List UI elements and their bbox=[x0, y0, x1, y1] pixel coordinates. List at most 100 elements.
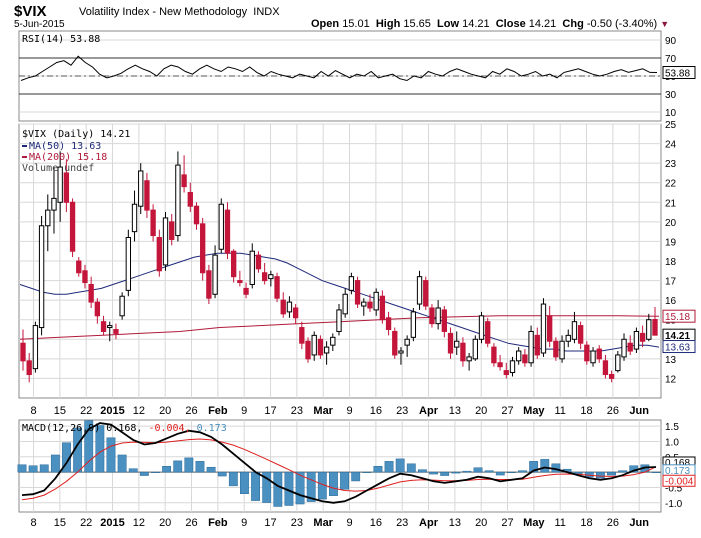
candle-body bbox=[485, 321, 491, 344]
x-tick-label: 12 bbox=[133, 405, 145, 417]
ma200-legend: MA(200) 15.18 bbox=[29, 152, 107, 163]
candle-body bbox=[45, 209, 51, 227]
macd-hist-bar bbox=[228, 471, 238, 487]
macd-hist-bar bbox=[50, 454, 60, 473]
x-tick-label: 23 bbox=[291, 517, 303, 529]
candle-body bbox=[528, 330, 534, 364]
x-tick-label: 13 bbox=[449, 405, 461, 417]
macd-hist-bar bbox=[340, 471, 349, 490]
candle-body bbox=[429, 307, 435, 325]
macd-hist-bar bbox=[462, 470, 472, 473]
macd-hist-bar bbox=[162, 465, 172, 473]
candle-body bbox=[138, 170, 144, 207]
candle-body bbox=[621, 338, 627, 358]
candle-body bbox=[503, 370, 509, 376]
candle-body bbox=[100, 321, 107, 332]
candle-body bbox=[602, 360, 609, 376]
candle-body bbox=[639, 332, 646, 342]
close-value: 14.21 bbox=[528, 18, 557, 30]
x-tick-label: 27 bbox=[501, 517, 513, 529]
macd-hist-bar bbox=[139, 471, 149, 476]
x-tick-label: 26 bbox=[607, 405, 619, 417]
candle-body bbox=[354, 280, 361, 305]
price-tick-label: 20 bbox=[665, 218, 677, 229]
x-tick-label: 26 bbox=[607, 517, 619, 529]
price-tick-label: 22 bbox=[665, 179, 677, 190]
macd-hist-bar bbox=[573, 471, 583, 474]
price-legend-main: $VIX (Daily) 14.21 bbox=[22, 129, 130, 140]
macd-hist-bar bbox=[251, 471, 261, 501]
price-flag-box bbox=[662, 340, 696, 354]
candle-body bbox=[125, 237, 132, 291]
macd-hist-bar bbox=[518, 470, 527, 473]
candle-body bbox=[342, 293, 348, 315]
candle-body bbox=[299, 327, 305, 344]
x-tick-label: 15 bbox=[54, 405, 66, 417]
candle-body bbox=[317, 338, 324, 356]
macd-signal-line bbox=[21, 438, 657, 501]
macd-hist-bar bbox=[607, 471, 616, 476]
macd-hist-bar bbox=[506, 471, 516, 473]
price-tick-label: 16 bbox=[665, 296, 677, 307]
chg-value: -0.50 (-3.40%) bbox=[586, 18, 658, 30]
candle-body bbox=[361, 301, 367, 307]
candle-body bbox=[367, 301, 373, 309]
candle-body bbox=[608, 374, 615, 379]
price-tick-label: 25 bbox=[665, 120, 677, 131]
volume-legend: Volume undef bbox=[22, 163, 94, 174]
x-tick-label: 18 bbox=[580, 405, 592, 417]
macd-hist-bar bbox=[173, 460, 183, 473]
price-tick-label: 18 bbox=[665, 257, 677, 268]
x-tick-label: 27 bbox=[501, 405, 513, 417]
macd-hist-bar bbox=[151, 471, 160, 473]
macd-hist-bar bbox=[473, 467, 483, 473]
candle-body bbox=[88, 283, 94, 303]
x-tick-label: 26 bbox=[185, 405, 197, 417]
candle-body bbox=[652, 319, 658, 336]
price-flag-box bbox=[662, 309, 696, 323]
macd-hist-bar bbox=[295, 471, 305, 505]
macd-hist-bar bbox=[17, 464, 27, 473]
candle-body bbox=[584, 344, 590, 362]
candle-body bbox=[472, 338, 478, 360]
price-flag-label: 14.21 bbox=[665, 331, 690, 342]
candle-body bbox=[323, 346, 330, 354]
rsi-last-value: 53.88 bbox=[665, 69, 690, 80]
macd-hist-bar bbox=[484, 470, 494, 473]
macd-line bbox=[21, 422, 657, 504]
candle-body bbox=[435, 307, 441, 325]
macd-legend-part: 0.173 bbox=[197, 423, 227, 434]
candle-body bbox=[107, 325, 113, 329]
macd-hist-bar bbox=[418, 469, 427, 473]
candle-body bbox=[274, 276, 280, 299]
candle-body bbox=[38, 225, 45, 329]
macd-hist-bar bbox=[451, 471, 461, 474]
price-panel: 2524232221201918171615141312$VIX (Daily)… bbox=[18, 120, 696, 399]
close-label: Close bbox=[495, 18, 526, 30]
candle-body bbox=[646, 319, 652, 340]
low-value: 14.21 bbox=[462, 18, 490, 30]
macd-hist-bar bbox=[495, 471, 505, 476]
x-tick-label: Mar bbox=[313, 405, 333, 417]
candle-body bbox=[255, 254, 262, 270]
chg-label: Chg bbox=[562, 18, 584, 30]
candle-body bbox=[131, 203, 138, 233]
candle-body bbox=[348, 276, 355, 291]
candle-body bbox=[69, 201, 76, 252]
x-tick-label: 16 bbox=[370, 405, 382, 417]
x-tick-label: Jun bbox=[629, 517, 649, 529]
price-tick-label: 19 bbox=[665, 237, 677, 248]
candle-body bbox=[633, 330, 640, 350]
x-tick-label: 17 bbox=[264, 405, 276, 417]
candle-body bbox=[20, 342, 26, 362]
candle-body bbox=[237, 280, 243, 284]
candle-body bbox=[509, 360, 516, 374]
macd-hist-bar bbox=[440, 471, 450, 476]
candle-body bbox=[410, 311, 417, 338]
macd-hist-bar bbox=[206, 466, 216, 473]
candle-body bbox=[398, 350, 404, 354]
candle-body bbox=[497, 362, 503, 368]
macd-hist-bar bbox=[618, 470, 628, 473]
macd-hist-bar bbox=[117, 454, 127, 473]
